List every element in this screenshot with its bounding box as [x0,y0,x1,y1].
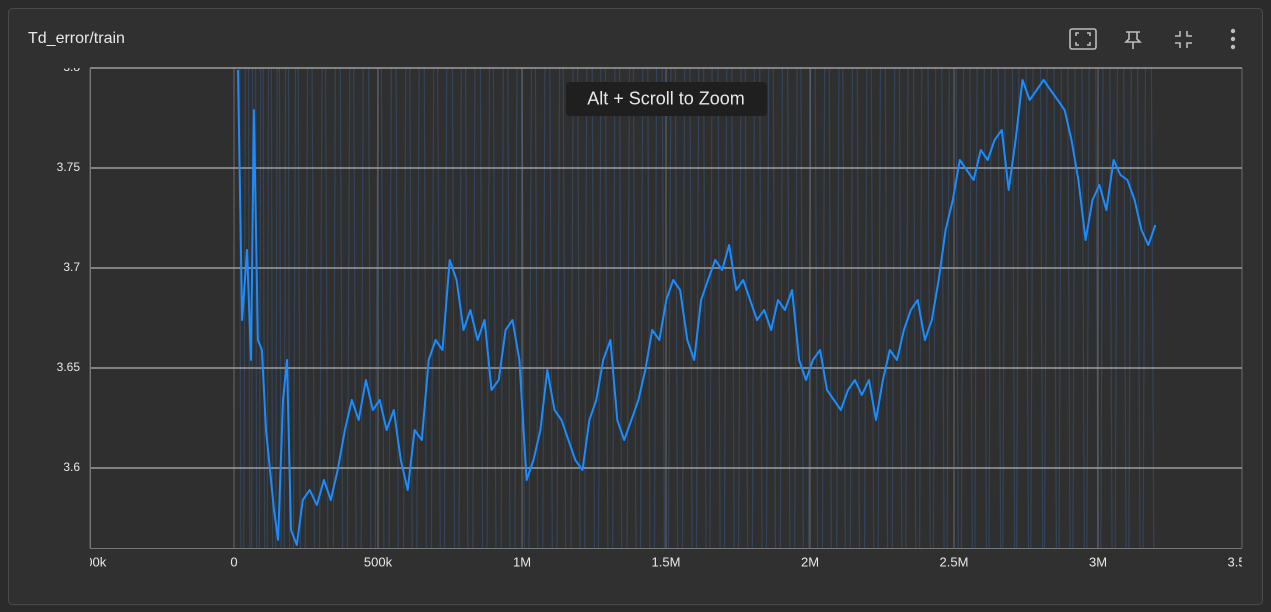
hint: Alt + Scroll to Zoom [566,82,767,116]
pin-button[interactable] [1124,31,1142,49]
x-tick-label: 2.5M [940,554,969,569]
raw-line [239,68,1155,548]
x-tick-label: 500k [364,554,393,569]
smoothed [237,69,1157,546]
hint-box [566,82,767,116]
grid [89,67,1243,548]
y-tick-label: 3.8 [63,60,80,74]
chart-title: Td_error/train [28,30,125,47]
x-tick-label: 3M [1089,554,1107,569]
fit-button[interactable] [1069,28,1097,50]
menu-button[interactable] [1230,28,1236,50]
toolbar [1069,28,1236,50]
y-tick-label: 3.7 [63,260,80,274]
x-tick-label: 1M [513,554,531,569]
y-tick-label: 3.65 [57,360,81,374]
x-tick-label: 1.5M [652,554,681,569]
y-tick-label: 3.75 [57,160,81,174]
y-tick-label: 3.6 [63,460,80,474]
y-axis: 3.6 3.65 3.7 3.75 3.8 [57,60,81,474]
x-tick-label: 2M [801,554,819,569]
x-tick-label: 0 [230,554,237,569]
hint-text: Alt + Scroll to Zoom [587,88,745,108]
x-tick-label: -500k [74,554,107,569]
collapse-button[interactable] [1175,31,1192,48]
x-tick-label: 3.5M [1228,554,1257,569]
smoothed-line [237,69,1157,546]
x-axis: -500k 0 500k 1M 1.5M 2M 2.5M 3M 3.5M [74,554,1257,569]
